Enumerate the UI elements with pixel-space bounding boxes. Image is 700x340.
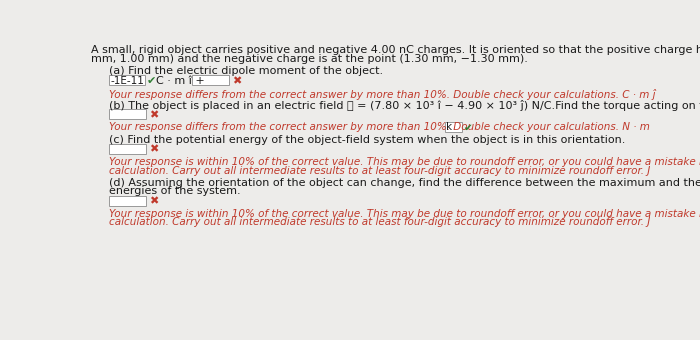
Text: (c) Find the potential energy of the object-field system when the object is in t: (c) Find the potential energy of the obj… <box>109 135 626 145</box>
Bar <box>192 75 230 85</box>
Text: C · m î +: C · m î + <box>155 76 204 86</box>
Bar <box>444 122 462 132</box>
Text: ✔: ✔ <box>464 122 473 132</box>
Text: calculation. Carry out all intermediate results to at least four-digit accuracy : calculation. Carry out all intermediate … <box>109 166 650 175</box>
Text: ✖: ✖ <box>232 76 241 86</box>
Bar <box>109 144 146 154</box>
Text: ✔: ✔ <box>147 76 157 86</box>
Text: (d) Assuming the orientation of the object can change, find the difference betwe: (d) Assuming the orientation of the obje… <box>109 178 700 188</box>
Text: ✖: ✖ <box>148 196 158 206</box>
Bar <box>109 195 146 206</box>
Bar <box>109 109 146 119</box>
Text: A small, rigid object carries positive and negative 4.00 nC charges. It is orien: A small, rigid object carries positive a… <box>92 46 700 55</box>
Text: Your response differs from the correct answer by more than 10%. Double check you: Your response differs from the correct a… <box>109 122 650 132</box>
Text: ✖: ✖ <box>148 145 158 155</box>
Text: (a) Find the electric dipole moment of the object.: (a) Find the electric dipole moment of t… <box>109 66 384 76</box>
Text: mm, 1.00 mm) and the negative charge is at the point (1.30 mm, −1.30 mm).: mm, 1.00 mm) and the negative charge is … <box>92 54 528 64</box>
Text: Your response differs from the correct answer by more than 10%. Double check you: Your response differs from the correct a… <box>109 88 656 100</box>
Text: -1E-11: -1E-11 <box>111 76 145 86</box>
Bar <box>109 75 145 85</box>
Text: Your response is within 10% of the correct value. This may be due to roundoff er: Your response is within 10% of the corre… <box>109 157 700 167</box>
Text: k: k <box>447 122 452 132</box>
Text: ✖: ✖ <box>148 110 158 120</box>
Text: calculation. Carry out all intermediate results to at least four-digit accuracy : calculation. Carry out all intermediate … <box>109 217 650 227</box>
Text: energies of the system.: energies of the system. <box>109 186 241 196</box>
Text: (b) The object is placed in an electric field ⃞ = (7.80 × 10³ î − 4.90 × 10³ ĵ) : (b) The object is placed in an electric … <box>109 100 700 111</box>
Text: Your response is within 10% of the correct value. This may be due to roundoff er: Your response is within 10% of the corre… <box>109 209 700 219</box>
